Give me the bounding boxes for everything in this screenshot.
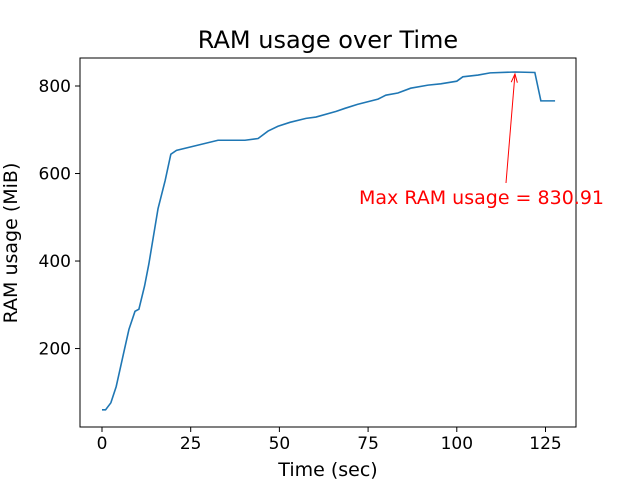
- line: [102, 71, 556, 411]
- y-axis-label: RAM usage (MiB): [0, 163, 22, 324]
- chart-title: RAM usage over Time: [198, 26, 458, 54]
- y-tick-label: 400: [39, 252, 71, 272]
- annotation-arrow: [505, 73, 516, 184]
- x-axis-label: Time (sec): [277, 459, 377, 480]
- x-tick-label: 25: [180, 434, 202, 454]
- x-tick-label: 50: [269, 434, 291, 454]
- x-tick-label: 0: [97, 434, 108, 454]
- y-tick-label: 200: [39, 340, 71, 360]
- x-tick-label: 75: [357, 434, 379, 454]
- y-tick-label: 800: [39, 77, 71, 97]
- x-tick-label: 125: [529, 434, 561, 454]
- y-tick-label: 600: [39, 165, 71, 185]
- annotation-arrowhead: [510, 72, 518, 83]
- annotation: Max RAM usage = 830.91: [359, 187, 604, 209]
- axes-frame: [79, 57, 577, 428]
- x-tick-label: 100: [441, 434, 473, 454]
